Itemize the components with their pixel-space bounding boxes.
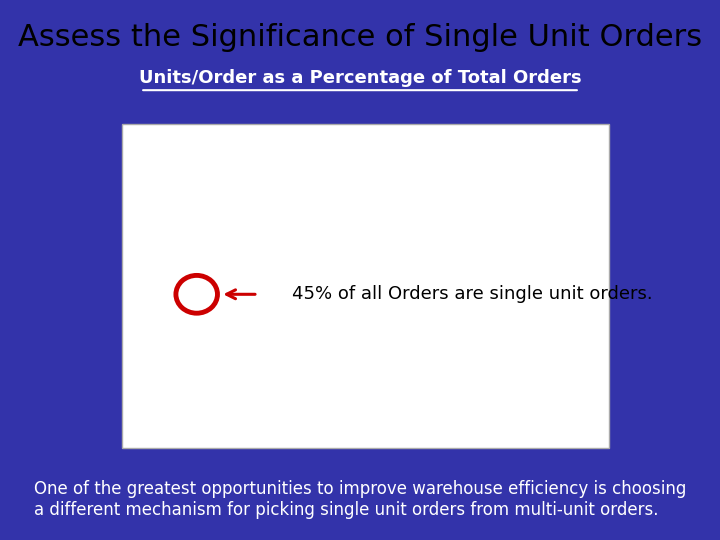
Text: Assess the Significance of Single Unit Orders: Assess the Significance of Single Unit O… (18, 23, 702, 52)
Circle shape (176, 275, 217, 313)
Text: One of the greatest opportunities to improve warehouse efficiency is choosing
a : One of the greatest opportunities to imp… (34, 480, 686, 519)
Text: Units/Order as a Percentage of Total Orders: Units/Order as a Percentage of Total Ord… (139, 69, 581, 87)
FancyBboxPatch shape (122, 124, 609, 448)
Text: 45% of all Orders are single unit orders.: 45% of all Orders are single unit orders… (292, 285, 652, 303)
